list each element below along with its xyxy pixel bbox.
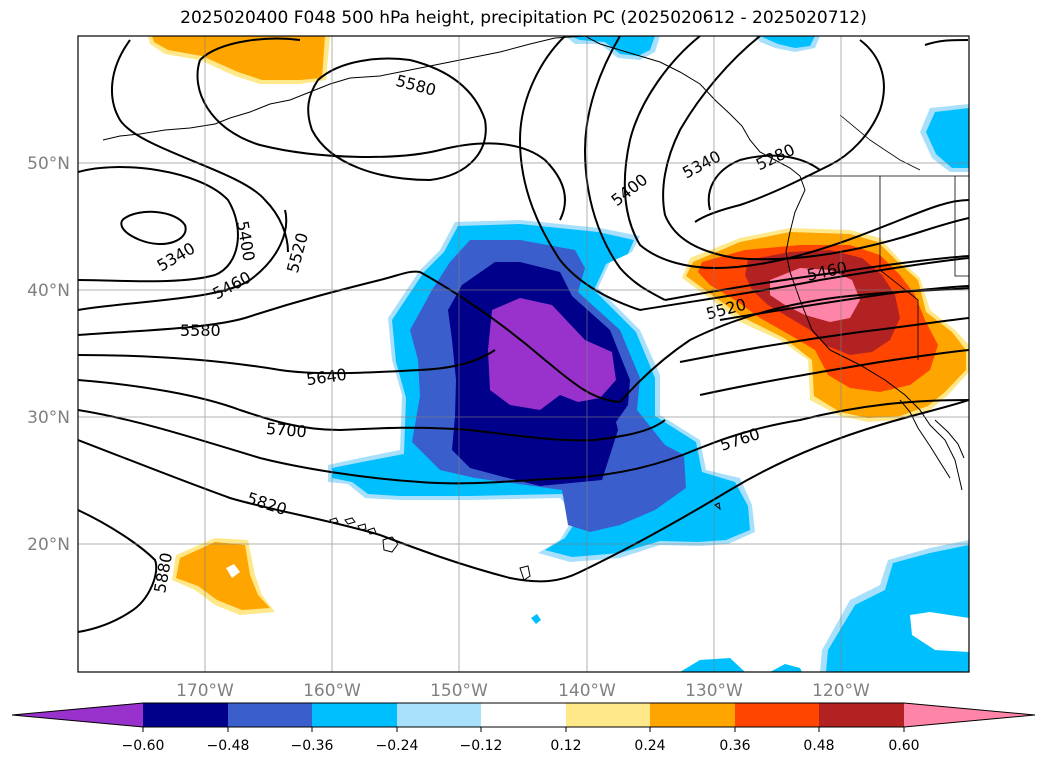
colorbar-segment bbox=[12, 703, 143, 727]
colorbar-tick-label: 0.48 bbox=[803, 738, 834, 754]
colorbar-segment bbox=[904, 703, 1035, 727]
colorbar-tick-label: −0.24 bbox=[376, 738, 419, 754]
colorbar-segment bbox=[650, 703, 735, 727]
contour-label: 5580 bbox=[180, 321, 221, 340]
precip-shading bbox=[148, 36, 969, 672]
borders bbox=[805, 114, 969, 360]
colorbar-tick-label: −0.60 bbox=[122, 738, 165, 754]
colorbar-segment bbox=[481, 703, 566, 727]
lon-label: 150°W bbox=[430, 681, 488, 701]
colorbar-segment bbox=[397, 703, 481, 727]
colorbar-segment bbox=[143, 703, 228, 727]
colorbar-segment bbox=[228, 703, 312, 727]
colorbar-tick-label: 0.24 bbox=[634, 738, 665, 754]
map-frame bbox=[77, 35, 970, 673]
lon-label: 140°W bbox=[558, 681, 616, 701]
colorbar-segment bbox=[819, 703, 904, 727]
colorbar-tick-label: 0.60 bbox=[888, 738, 919, 754]
colorbar-tick-label: −0.48 bbox=[207, 738, 250, 754]
height-contours bbox=[78, 36, 969, 633]
colorbar-tick-label: −0.12 bbox=[460, 738, 503, 754]
colorbar-segment bbox=[566, 703, 650, 727]
colorbar-tick-label: −0.36 bbox=[291, 738, 334, 754]
colorbar: −0.60 −0.48 −0.36 −0.24 −0.12 0.12 0.24 … bbox=[11, 702, 1036, 754]
lon-label: 130°W bbox=[685, 681, 743, 701]
lat-label: 40°N bbox=[27, 281, 70, 301]
lat-labels: 50°N 40°N 30°N 20°N bbox=[27, 154, 70, 555]
colorbar-tick-label: 0.12 bbox=[550, 738, 581, 754]
lat-label: 30°N bbox=[27, 408, 70, 428]
lon-labels: 170°W 160°W 150°W 140°W 130°W 120°W bbox=[176, 681, 870, 701]
map-title: 2025020400 F048 500 hPa height, precipit… bbox=[180, 8, 867, 28]
contour-label: 5700 bbox=[265, 419, 307, 441]
colorbar-segment bbox=[735, 703, 819, 727]
lat-label: 20°N bbox=[27, 535, 70, 555]
lat-label: 50°N bbox=[27, 154, 70, 174]
lon-label: 170°W bbox=[176, 681, 234, 701]
gridlines bbox=[78, 36, 969, 672]
coastlines bbox=[102, 36, 965, 581]
lon-label: 120°W bbox=[812, 681, 870, 701]
colorbar-segment bbox=[312, 703, 397, 727]
colorbar-tick-label: 0.36 bbox=[719, 738, 750, 754]
precip-purple-area bbox=[488, 298, 616, 410]
lon-label: 160°W bbox=[303, 681, 361, 701]
